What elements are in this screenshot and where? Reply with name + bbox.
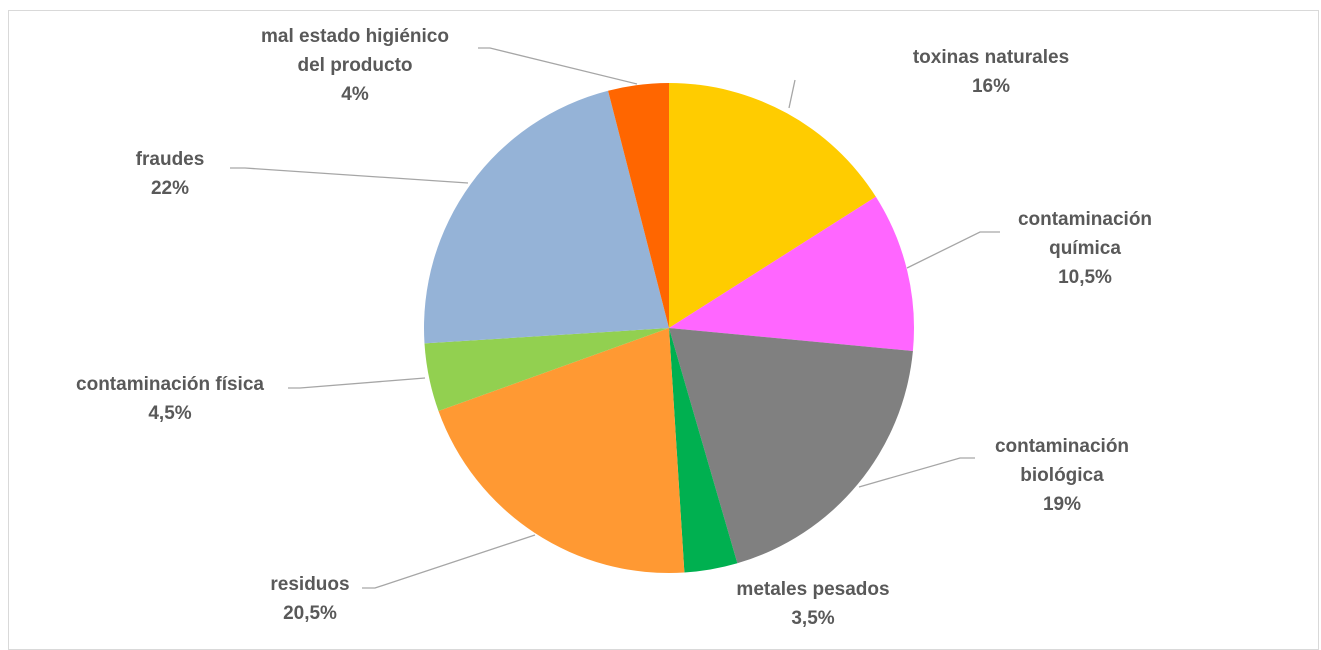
pie-slice-7	[423, 90, 669, 344]
slice-name-label-4: metales pesados	[736, 579, 889, 600]
leader-line-7	[230, 167, 469, 184]
pie-slice-1	[669, 83, 876, 328]
slice-name-label-2: química	[1049, 238, 1121, 259]
slice-value-label-7: 22%	[151, 178, 189, 199]
slice-value-label-3: 19%	[1043, 494, 1081, 515]
pie-slice-8	[608, 83, 669, 328]
slice-value-label-1: 16%	[972, 76, 1010, 97]
slice-name-label-6: contaminación física	[76, 374, 264, 395]
leader-line-8	[478, 47, 638, 85]
slice-name-label-8: del producto	[297, 55, 412, 76]
pie-slice-5	[438, 328, 685, 574]
slice-name-label-3: contaminación	[995, 436, 1129, 457]
slice-name-label-3: biológica	[1020, 465, 1104, 486]
pie-slice-2	[669, 196, 914, 352]
pie-slice-4	[669, 328, 738, 573]
slice-name-label-7: fraudes	[136, 149, 205, 170]
pie-chart: toxinas naturales 16% contaminación química…	[76, 26, 1152, 629]
slice-name-label-8: mal estado higiénico	[261, 26, 449, 47]
leader-line-2	[906, 231, 1000, 269]
slice-value-label-5: 20,5%	[283, 603, 337, 624]
slice-value-label-6: 4,5%	[148, 403, 191, 424]
leader-line-3	[858, 457, 975, 488]
leader-line-6	[288, 377, 426, 389]
pie-slice-6	[424, 328, 669, 411]
pie-slices	[423, 83, 914, 574]
leader-line-5	[362, 534, 536, 589]
slice-name-label-1: toxinas naturales	[913, 47, 1069, 68]
slice-labels: toxinas naturales 16% contaminación química…	[76, 26, 1152, 629]
slice-value-label-8: 4%	[341, 84, 369, 105]
slice-value-label-4: 3,5%	[791, 608, 834, 629]
leader-line-1	[788, 79, 796, 109]
slice-value-label-2: 10,5%	[1058, 267, 1112, 288]
slice-name-label-2: contaminación	[1018, 209, 1152, 230]
leader-lines	[230, 47, 1000, 589]
pie-slice-3	[669, 328, 913, 564]
slice-name-label-5: residuos	[270, 574, 349, 595]
